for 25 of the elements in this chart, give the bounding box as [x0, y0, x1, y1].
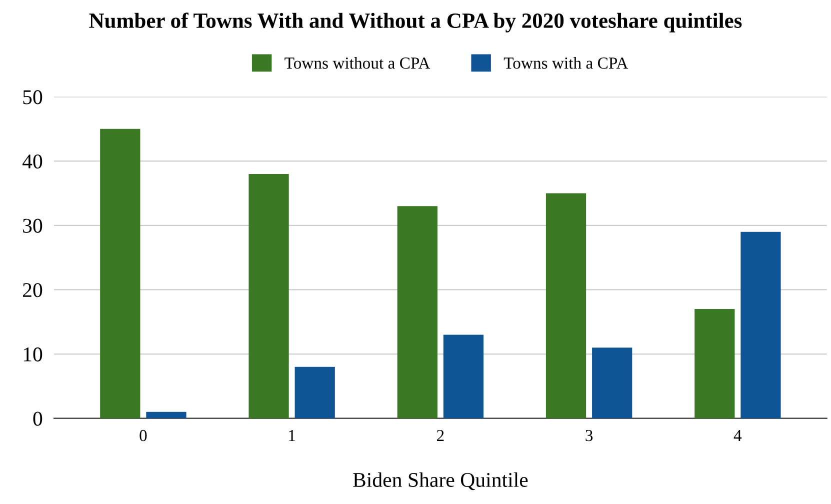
bar	[592, 348, 632, 418]
x-tick-label: 4	[734, 430, 742, 441]
y-tick-label: 50	[23, 90, 42, 104]
legend-label: Towns with a CPA	[504, 57, 628, 69]
bar	[146, 412, 186, 418]
bar	[740, 232, 781, 418]
x-tick-label: 1	[289, 430, 295, 441]
y-tick-label: 10	[24, 347, 42, 362]
x-tick-label: 0	[140, 430, 147, 442]
bar	[248, 174, 289, 418]
legend-label: Towns without a CPA	[284, 57, 430, 69]
bar	[397, 206, 438, 418]
y-tick-label: 0	[33, 412, 42, 426]
x-tick-label: 2	[436, 430, 444, 441]
bar	[294, 366, 335, 418]
y-tick-label: 30	[23, 218, 42, 233]
bar	[443, 334, 484, 418]
y-tick-label: 20	[22, 283, 42, 298]
y-tick-label: 40	[22, 154, 42, 169]
bar	[546, 193, 586, 418]
chart-title: Number of Towns With and Without a CPA by 2020 voteshare quintiles	[89, 12, 742, 32]
x-axis-title: Biden Share Quintile	[353, 472, 528, 490]
bar	[100, 128, 140, 418]
bar	[694, 308, 735, 418]
x-tick-label: 3	[586, 430, 593, 442]
